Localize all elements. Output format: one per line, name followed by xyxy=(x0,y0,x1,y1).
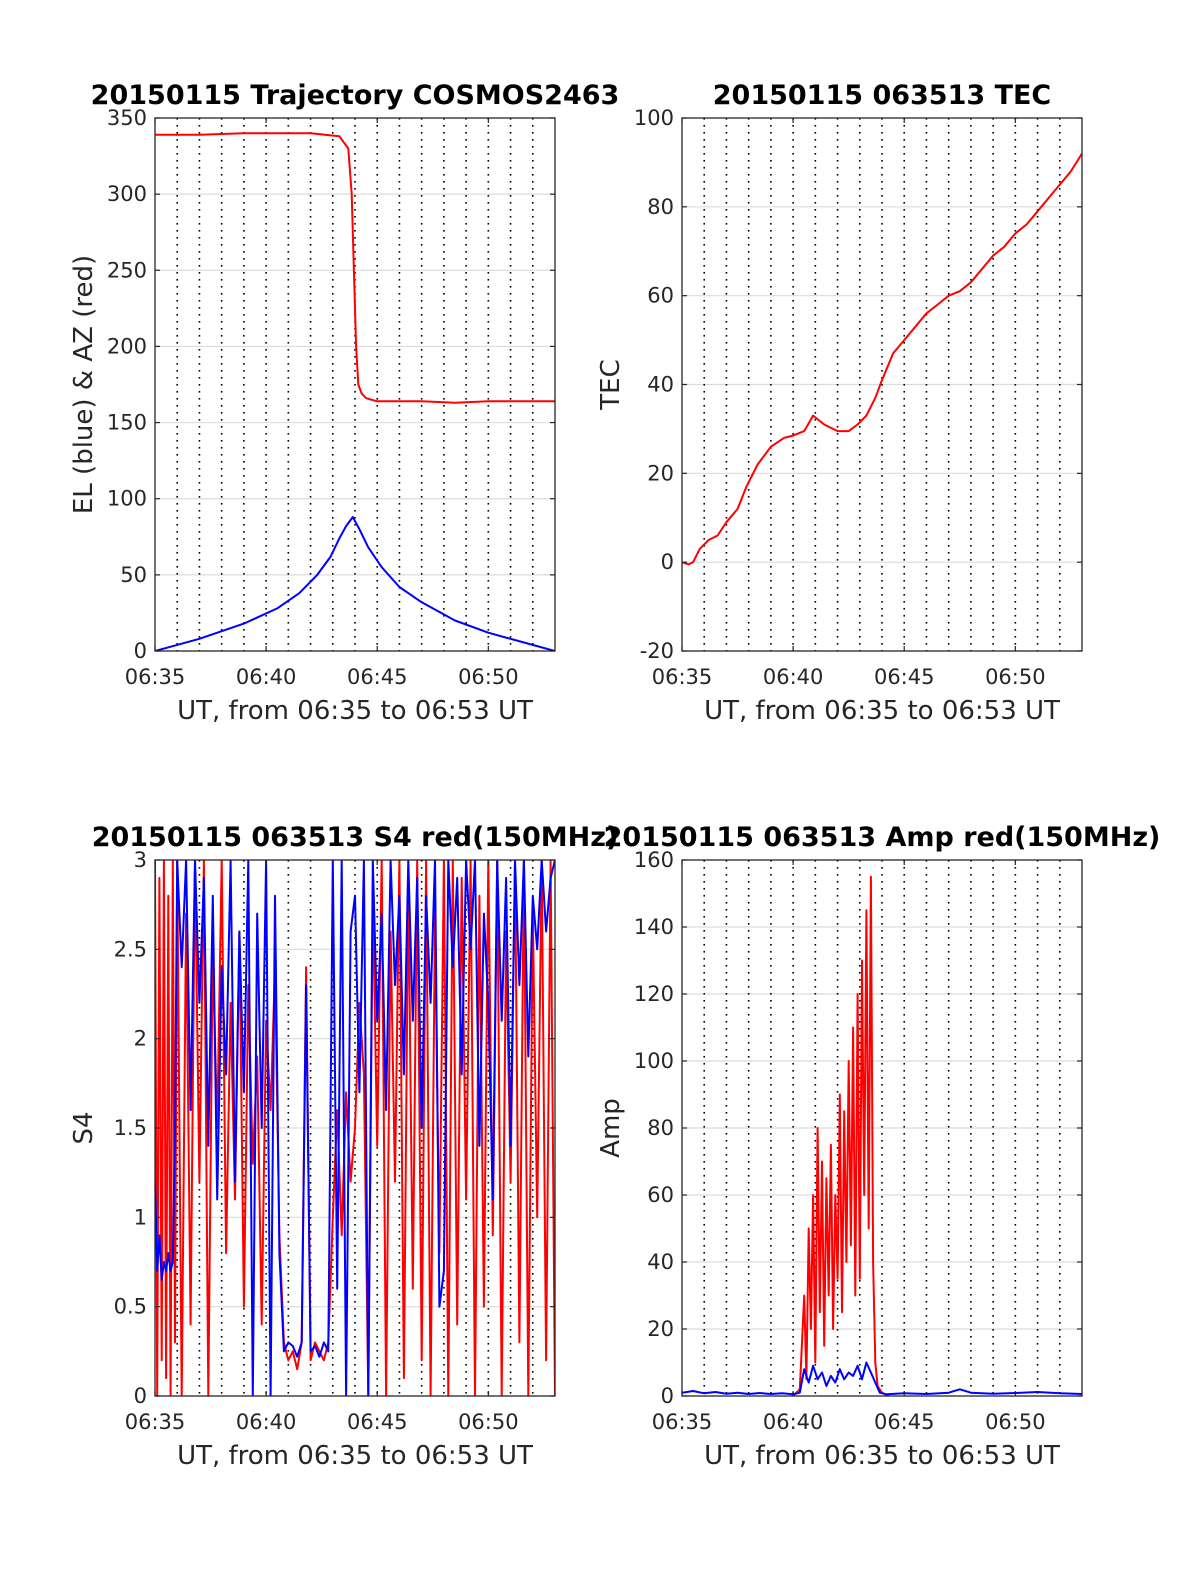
y-tick-label: -20 xyxy=(640,639,674,663)
y-tick-label: 20 xyxy=(647,1317,674,1341)
x-tick-label: 06:45 xyxy=(347,1410,408,1434)
y-tick-label: 350 xyxy=(107,106,147,130)
x-tick-label: 06:35 xyxy=(652,1410,713,1434)
y-tick-label: 0 xyxy=(661,1384,674,1408)
y-tick-label: 1 xyxy=(134,1205,147,1229)
y-tick-label: 1.5 xyxy=(114,1116,147,1140)
series-line-1 xyxy=(155,860,555,1396)
series-line-0 xyxy=(155,132,555,404)
x-tick-label: 06:45 xyxy=(347,665,408,689)
y-tick-label: 200 xyxy=(107,334,147,358)
chart-panel-1: -20 0 20 40 60 80 100 06:35 06:40 06:45 06:50 20150… xyxy=(596,80,1083,726)
x-tick-label: 06:50 xyxy=(458,665,519,689)
y-tick-label: 60 xyxy=(647,284,674,308)
y-axis-label: EL (blue) & AZ (red) xyxy=(69,255,99,514)
series-line-0 xyxy=(792,875,890,1396)
x-axis-label: UT, from 06:35 to 06:53 UT xyxy=(177,696,533,726)
y-tick-label: 0 xyxy=(134,1384,147,1408)
x-axis-label: UT, from 06:35 to 06:53 UT xyxy=(177,1441,533,1471)
chart-panel-2: 0 0.5 1 1.5 2 2.5 3 06:35 06:40 06:45 06:50 2015011… xyxy=(69,822,618,1471)
y-tick-label: 40 xyxy=(647,1250,674,1274)
chart-title: 20150115 063513 TEC xyxy=(713,80,1052,111)
y-tick-label: 120 xyxy=(634,982,674,1006)
x-tick-label: 06:50 xyxy=(985,665,1046,689)
y-tick-label: 80 xyxy=(647,1116,674,1140)
series-line-1 xyxy=(682,1361,1082,1396)
y-tick-label: 2.5 xyxy=(114,937,147,961)
y-tick-label: 40 xyxy=(647,373,674,397)
y-tick-label: 100 xyxy=(634,1049,674,1073)
x-tick-label: 06:50 xyxy=(985,1410,1046,1434)
chart-title: 20150115 063513 S4 red(150MHz) xyxy=(92,822,619,853)
x-tick-label: 06:40 xyxy=(236,665,297,689)
y-tick-label: 3 xyxy=(134,848,147,872)
y-tick-label: 20 xyxy=(647,461,674,485)
x-tick-label: 06:35 xyxy=(125,1410,186,1434)
x-tick-label: 06:35 xyxy=(652,665,713,689)
y-tick-label: 100 xyxy=(107,487,147,511)
x-tick-label: 06:40 xyxy=(236,1410,297,1434)
y-tick-label: 250 xyxy=(107,258,147,282)
chart-title: 20150115 063513 Amp red(150MHz) xyxy=(604,822,1161,853)
y-tick-label: 0 xyxy=(661,550,674,574)
y-tick-label: 100 xyxy=(634,106,674,130)
chart-panel-3: 0 20 40 60 80 100 120 140 160 06:35 06:40 06:45 06:5… xyxy=(596,822,1160,1471)
x-tick-label: 06:50 xyxy=(458,1410,519,1434)
y-tick-label: 160 xyxy=(634,848,674,872)
x-axis-label: UT, from 06:35 to 06:53 UT xyxy=(704,696,1060,726)
x-axis-label: UT, from 06:35 to 06:53 UT xyxy=(704,1441,1060,1471)
y-tick-label: 150 xyxy=(107,411,147,435)
chart-panel-0: 0 50 100 150 200 250 300 350 06:35 06:40 06:45 06:5… xyxy=(69,80,619,726)
y-axis-label: S4 xyxy=(69,1111,99,1144)
y-tick-label: 0 xyxy=(134,639,147,663)
y-tick-label: 80 xyxy=(647,195,674,219)
y-axis-label: Amp xyxy=(596,1098,626,1158)
x-tick-label: 06:35 xyxy=(125,665,186,689)
y-axis-label: TEC xyxy=(596,359,626,410)
x-tick-label: 06:40 xyxy=(763,665,824,689)
x-tick-label: 06:40 xyxy=(763,1410,824,1434)
y-tick-label: 50 xyxy=(120,563,147,587)
y-tick-label: 300 xyxy=(107,182,147,206)
y-tick-label: 140 xyxy=(634,915,674,939)
series-line-0 xyxy=(682,152,1082,566)
y-tick-label: 2 xyxy=(134,1027,147,1051)
chart-title: 20150115 Trajectory COSMOS2463 xyxy=(91,80,620,111)
x-tick-label: 06:45 xyxy=(874,665,935,689)
plot-frame xyxy=(154,117,556,652)
series-line-1 xyxy=(155,516,555,651)
y-tick-label: 60 xyxy=(647,1183,674,1207)
y-tick-label: 0.5 xyxy=(114,1295,147,1319)
x-tick-label: 06:45 xyxy=(874,1410,935,1434)
